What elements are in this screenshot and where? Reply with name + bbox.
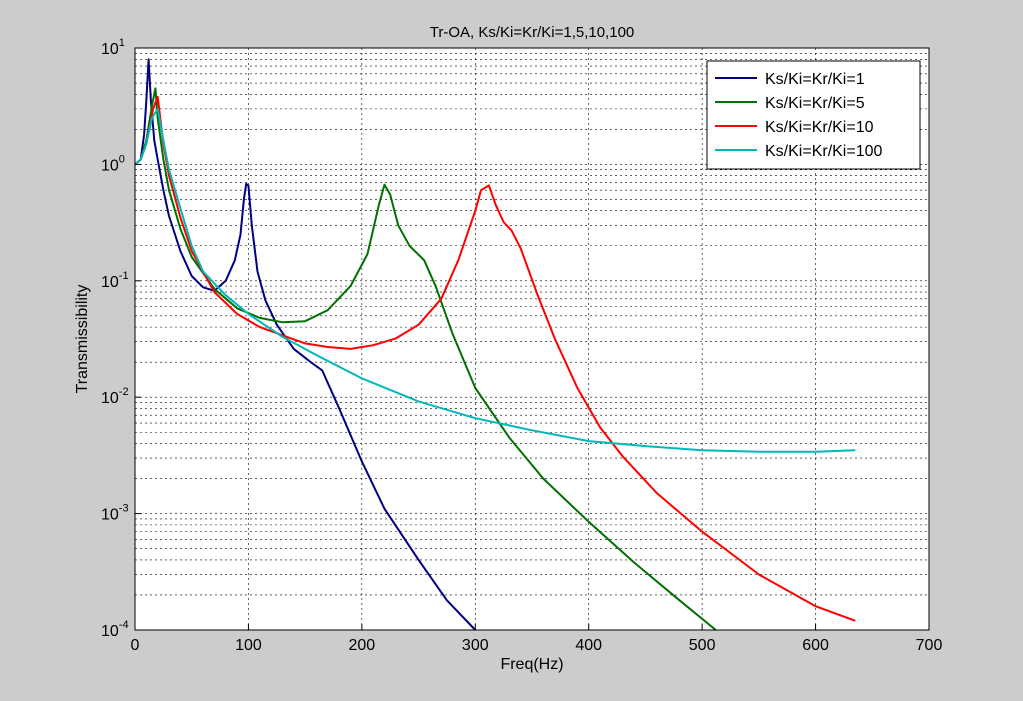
x-axis-label: Freq(Hz) (500, 656, 563, 673)
plot-border (134, 47, 930, 631)
series-line-3 (134, 95, 856, 622)
y-tick-label: 10-1 (101, 270, 129, 291)
x-tick-label: 300 (462, 637, 489, 654)
x-tick-label: 700 (916, 637, 943, 654)
y-axis-label: Transmissibility (74, 285, 91, 394)
series-layer (134, 58, 856, 631)
x-axis-ticks: 0 100 200 300 400 500 600 700 (131, 624, 943, 654)
y-tick-label: 10-4 (101, 619, 129, 640)
x-tick-label: 400 (575, 637, 602, 654)
legend-label: Ks/Ki=Kr/Ki=100 (765, 143, 883, 160)
legend-label: Ks/Ki=Kr/Ki=1 (765, 71, 865, 88)
legend: Ks/Ki=Kr/Ki=1 Ks/Ki=Kr/Ki=5 Ks/Ki=Kr/Ki=10… (706, 60, 921, 170)
y-tick-label: 10-3 (101, 503, 129, 524)
x-tick-label: 200 (349, 637, 376, 654)
legend-label: Ks/Ki=Kr/Ki=10 (765, 119, 874, 136)
chart-title: Tr-OA, Ks/Ki=Kr/Ki=1,5,10,100 (430, 24, 635, 41)
series-line-4 (134, 107, 856, 453)
grid (135, 48, 929, 630)
y-tick-label: 10-2 (101, 386, 129, 407)
series-line-2 (134, 87, 717, 631)
x-tick-label: 500 (689, 637, 716, 654)
legend-label: Ks/Ki=Kr/Ki=5 (765, 95, 865, 112)
x-tick-label: 600 (802, 637, 829, 654)
y-tick-label: 100 (101, 153, 125, 174)
x-tick-label: 100 (235, 637, 262, 654)
y-axis-ticks: 101 100 10-1 10-2 10-3 10-4 (101, 37, 141, 640)
x-tick-label: 0 (131, 637, 140, 654)
y-tick-label: 101 (101, 37, 125, 58)
